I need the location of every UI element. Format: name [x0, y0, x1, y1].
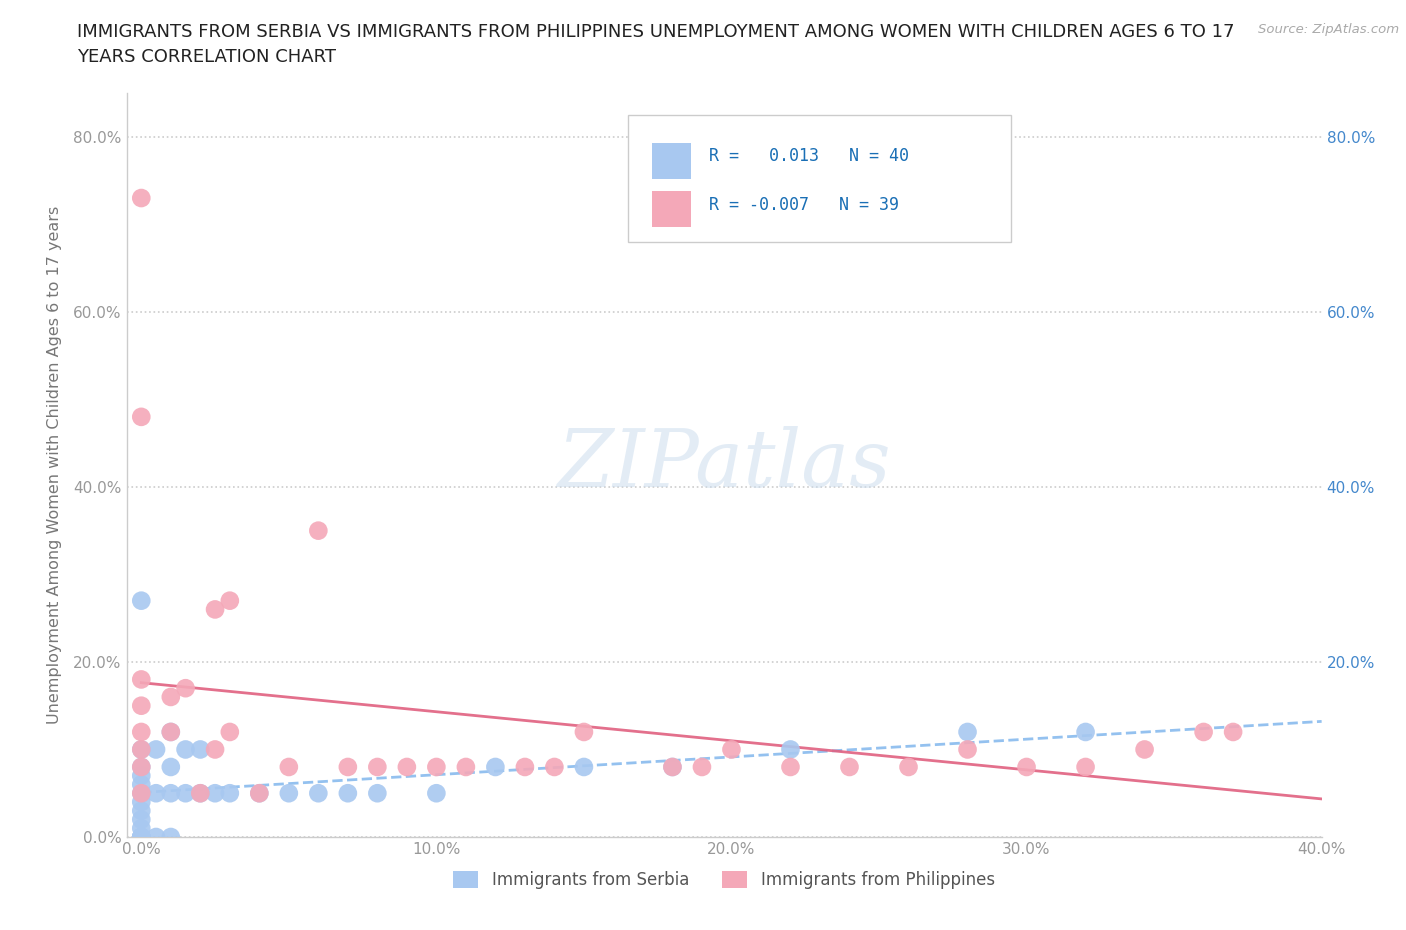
Legend: Immigrants from Serbia, Immigrants from Philippines: Immigrants from Serbia, Immigrants from … — [447, 864, 1001, 896]
Point — [572, 724, 595, 739]
Point — [204, 602, 226, 617]
Point — [174, 742, 197, 757]
Point — [129, 768, 152, 783]
Text: R =   0.013   N = 40: R = 0.013 N = 40 — [709, 147, 908, 166]
Point — [1015, 760, 1038, 775]
Point — [129, 724, 152, 739]
Point — [204, 742, 226, 757]
Point — [159, 786, 181, 801]
Point — [307, 524, 329, 538]
Point — [188, 786, 211, 801]
Point — [204, 786, 226, 801]
Point — [218, 786, 240, 801]
Point — [484, 760, 506, 775]
Point — [897, 760, 920, 775]
Point — [129, 812, 152, 827]
Text: ZIPatlas: ZIPatlas — [557, 426, 891, 504]
Point — [543, 760, 565, 775]
Point — [129, 794, 152, 809]
Point — [336, 786, 359, 801]
Point — [779, 760, 801, 775]
Point — [720, 742, 742, 757]
Y-axis label: Unemployment Among Women with Children Ages 6 to 17 years: Unemployment Among Women with Children A… — [46, 206, 62, 724]
Point — [218, 593, 240, 608]
Point — [129, 830, 152, 844]
Point — [1074, 724, 1097, 739]
Point — [129, 777, 152, 792]
Point — [129, 698, 152, 713]
Point — [129, 830, 152, 844]
Point — [145, 786, 167, 801]
Point — [159, 689, 181, 704]
Point — [661, 760, 683, 775]
Point — [129, 786, 152, 801]
Point — [129, 804, 152, 818]
Point — [277, 786, 299, 801]
Text: YEARS CORRELATION CHART: YEARS CORRELATION CHART — [77, 48, 336, 66]
Point — [129, 821, 152, 836]
Point — [395, 760, 418, 775]
Point — [956, 724, 979, 739]
Point — [129, 672, 152, 687]
Point — [145, 830, 167, 844]
Point — [129, 760, 152, 775]
Point — [129, 742, 152, 757]
Point — [513, 760, 536, 775]
Point — [247, 786, 270, 801]
Point — [454, 760, 477, 775]
Bar — [628, 115, 1011, 242]
Point — [277, 760, 299, 775]
Point — [690, 760, 713, 775]
Bar — [652, 192, 690, 227]
Point — [129, 191, 152, 206]
Point — [188, 742, 211, 757]
Point — [159, 830, 181, 844]
Point — [129, 830, 152, 844]
Point — [129, 830, 152, 844]
Point — [174, 786, 197, 801]
Point — [307, 786, 329, 801]
Point — [129, 593, 152, 608]
Text: R = -0.007   N = 39: R = -0.007 N = 39 — [709, 195, 898, 214]
Point — [174, 681, 197, 696]
Text: Source: ZipAtlas.com: Source: ZipAtlas.com — [1258, 23, 1399, 36]
Point — [247, 786, 270, 801]
Point — [838, 760, 860, 775]
Point — [129, 409, 152, 424]
Point — [129, 742, 152, 757]
Point — [218, 724, 240, 739]
Point — [1222, 724, 1244, 739]
Point — [129, 786, 152, 801]
Point — [129, 830, 152, 844]
Point — [366, 786, 388, 801]
Point — [336, 760, 359, 775]
Bar — [652, 143, 690, 179]
Point — [159, 724, 181, 739]
Point — [425, 786, 447, 801]
Point — [1192, 724, 1215, 739]
Point — [1133, 742, 1156, 757]
Point — [145, 742, 167, 757]
Point — [956, 742, 979, 757]
Point — [1074, 760, 1097, 775]
Point — [425, 760, 447, 775]
Point — [572, 760, 595, 775]
Text: IMMIGRANTS FROM SERBIA VS IMMIGRANTS FROM PHILIPPINES UNEMPLOYMENT AMONG WOMEN W: IMMIGRANTS FROM SERBIA VS IMMIGRANTS FRO… — [77, 23, 1234, 41]
Point — [779, 742, 801, 757]
Point — [159, 760, 181, 775]
Point — [129, 760, 152, 775]
Point — [159, 724, 181, 739]
Point — [661, 760, 683, 775]
Point — [366, 760, 388, 775]
Point — [188, 786, 211, 801]
